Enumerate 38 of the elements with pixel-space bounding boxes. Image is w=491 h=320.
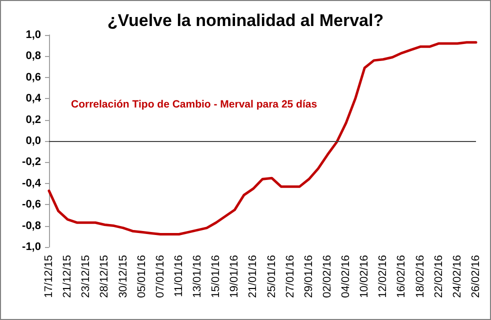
- x-tick-label: 12/02/16: [377, 255, 390, 298]
- x-tick-label: 25/01/16: [266, 255, 278, 298]
- x-tick-label: 13/01/16: [192, 255, 204, 298]
- x-tick-label: 17/12/15: [43, 255, 55, 298]
- annotation: Correlación Tipo de Cambio - Merval para 25 días: [71, 98, 318, 110]
- x-tick-label: 18/02/16: [414, 255, 426, 298]
- x-tick-label: 29/01/16: [302, 255, 315, 298]
- x-tick-label: 24/02/16: [451, 255, 464, 298]
- line-series: [48, 41, 478, 236]
- y-tick-label: -0,6: [22, 198, 41, 211]
- x-tick-label: 27/01/16: [284, 255, 296, 298]
- x-tick-label: 15/01/16: [210, 255, 222, 298]
- x-tick-label: 10/02/16: [358, 255, 371, 298]
- y-tick-label: 0,0: [26, 135, 41, 147]
- chart-title: ¿Vuelve la nominalidad al Merval?: [107, 11, 384, 30]
- x-tick-label: 04/02/16: [340, 255, 352, 298]
- y-tick-label: 0,8: [26, 50, 41, 62]
- x-tick-label: 26/02/16: [470, 255, 482, 298]
- y-tick-label: 0,6: [26, 71, 41, 84]
- x-tick-label: 11/01/16: [172, 255, 185, 298]
- x-tick-label: 19/01/16: [228, 255, 241, 298]
- y-tick-label: 1,0: [26, 29, 41, 41]
- y-tick-label: -0,4: [22, 177, 42, 190]
- x-tick-label: 07/01/16: [154, 255, 166, 298]
- y-tick-label: -1,0: [22, 241, 41, 253]
- x-tick-label: 23/12/15: [80, 255, 92, 298]
- y-tick-label: 0,4: [26, 92, 42, 105]
- x-tick-label: 28/12/15: [98, 255, 111, 298]
- x-tick-label: 02/02/16: [321, 255, 334, 298]
- x-tick-label: 21/01/16: [247, 255, 260, 298]
- x-tick-label: 22/02/16: [432, 255, 445, 298]
- y-tick-label: -0,2: [22, 156, 41, 168]
- y-tick-label: 0,2: [26, 114, 41, 126]
- y-tick-label: -0,8: [22, 220, 41, 232]
- x-tick-label: 30/12/15: [117, 255, 130, 298]
- x-tick-label: 05/01/16: [136, 255, 148, 298]
- x-tick-label: 21/12/15: [62, 255, 74, 298]
- x-tick-label: 16/02/16: [396, 255, 408, 298]
